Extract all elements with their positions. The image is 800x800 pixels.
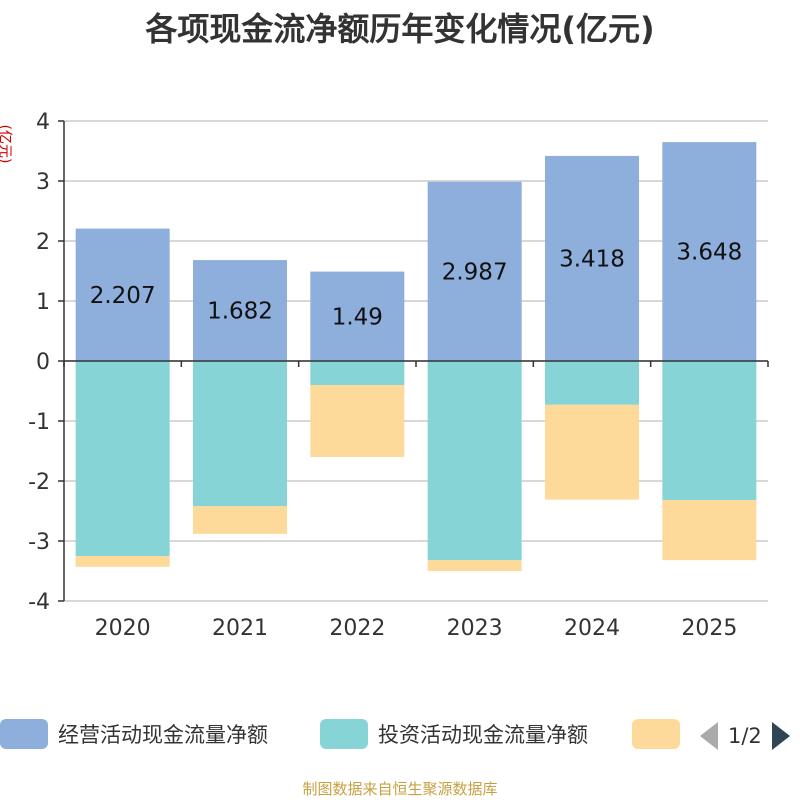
- y-tick-label: 3: [36, 170, 50, 195]
- bar-series-1-2020: [75, 361, 170, 556]
- y-tick-label: 0: [36, 350, 50, 375]
- data-label: 1.49: [332, 304, 383, 330]
- y-tick-label: -4: [28, 590, 50, 615]
- legend-item-investing[interactable]: 投资活动现金流量净额: [320, 714, 588, 754]
- data-label: 3.648: [676, 240, 742, 266]
- bar-series-2-2025: [662, 500, 757, 561]
- data-label: 2.987: [442, 259, 508, 285]
- legend-item-operating[interactable]: 经营活动现金流量净额: [0, 714, 268, 754]
- legend-swatch-operating: [0, 719, 48, 749]
- legend-label-operating: 经营活动现金流量净额: [58, 723, 268, 747]
- bar-series-1-2023: [427, 361, 522, 561]
- bar-series-0-2025: [662, 142, 757, 361]
- bar-series-0-2021: [193, 260, 287, 361]
- bar-series-0-2022: [310, 271, 405, 361]
- x-tick-label: 2025: [681, 616, 737, 641]
- bar-series-2-2023: [427, 560, 522, 571]
- y-tick-label: -1: [28, 410, 50, 435]
- legend-page-indicator: 1/2: [728, 724, 762, 748]
- legend-swatch-investing: [320, 719, 368, 749]
- x-tick-label: 2021: [212, 616, 268, 641]
- legend-prev-arrow-icon[interactable]: [700, 722, 718, 750]
- bar-chart: 4 3 2 1 0 -1 -2 -3 -4 2.207 1.682 1.49 2.987 3.418 3.6…: [28, 110, 769, 641]
- bar-series-2-2021: [193, 506, 287, 534]
- bar-series-0-2023: [427, 181, 522, 361]
- bar-series-0-2024: [545, 155, 639, 361]
- bar-series-2-2020: [75, 556, 170, 567]
- legend-item-financing[interactable]: [632, 714, 690, 754]
- legend: 经营活动现金流量净额 投资活动现金流量净额 1/2: [0, 714, 800, 758]
- bar-series-2-2024: [545, 404, 639, 500]
- bar-series-0-2020: [75, 228, 170, 361]
- legend-next-arrow-icon[interactable]: [771, 722, 790, 750]
- bar-series-1-2022: [310, 361, 405, 385]
- x-tick-label: 2023: [447, 616, 503, 641]
- x-tick-label: 2024: [564, 616, 620, 641]
- bar-series-1-2025: [662, 361, 757, 501]
- y-tick-label: 4: [36, 110, 50, 135]
- bar-series-2-2022: [310, 385, 405, 457]
- bar-series-1-2021: [193, 361, 287, 507]
- x-tick-label: 2022: [329, 616, 385, 641]
- data-label: 2.207: [90, 283, 156, 309]
- chart-title: 各项现金流净额历年变化情况(亿元): [145, 10, 655, 48]
- data-label: 1.682: [207, 299, 273, 325]
- data-source-note: 制图数据来自恒生聚源数据库: [302, 780, 498, 798]
- y-tick-label: -3: [28, 530, 50, 555]
- y-tick-label: 2: [36, 230, 50, 255]
- legend-label-investing: 投资活动现金流量净额: [378, 723, 588, 747]
- bar-series-1-2024: [545, 361, 639, 405]
- legend-pager: 1/2: [700, 718, 790, 754]
- data-label: 3.418: [559, 246, 625, 272]
- legend-swatch-financing: [632, 719, 680, 749]
- x-tick-label: 2020: [95, 616, 151, 641]
- y-tick-label: 1: [36, 290, 50, 315]
- y-tick-label: -2: [28, 470, 50, 495]
